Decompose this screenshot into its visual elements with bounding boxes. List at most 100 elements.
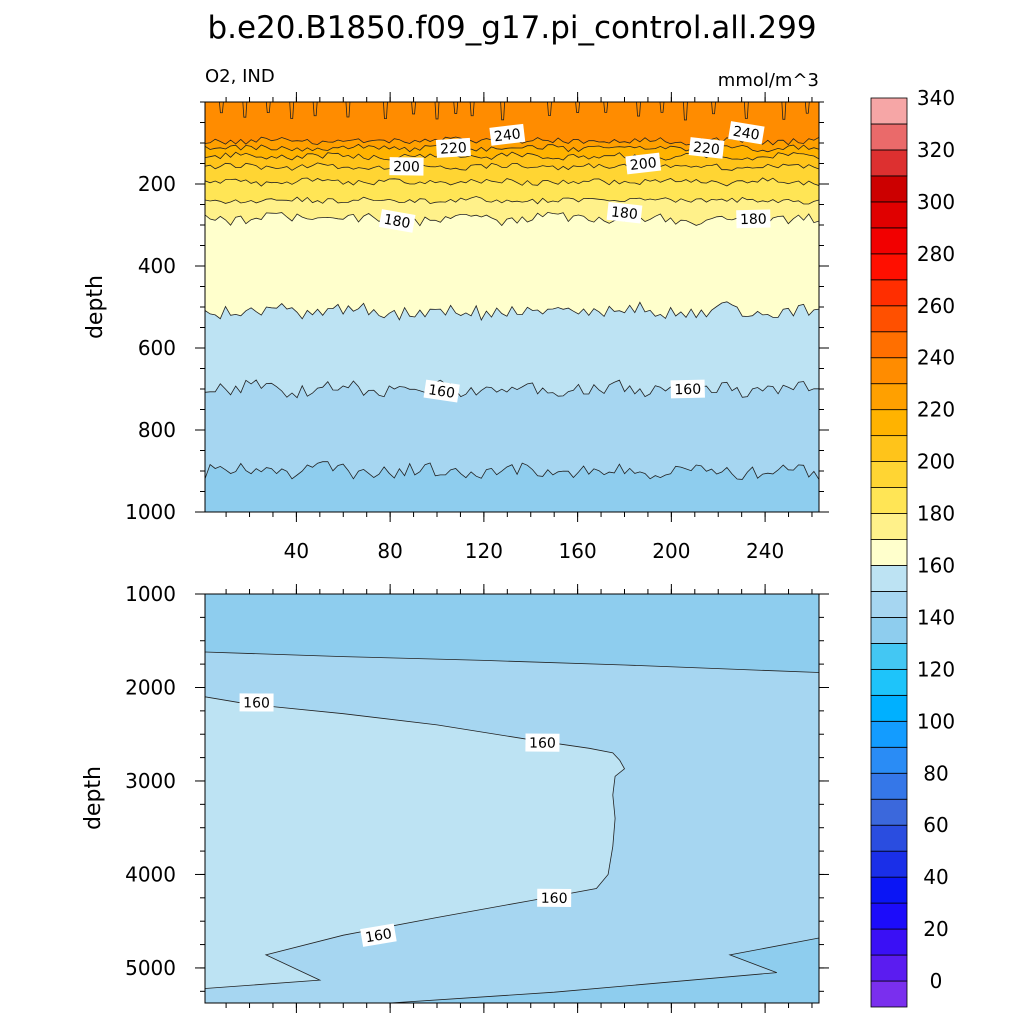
y-tick-label: 2000	[125, 675, 176, 699]
contour-label-bg	[736, 209, 771, 229]
colorbar-tick-label: 280	[917, 242, 955, 266]
colorbar-tick-label: 200	[917, 450, 955, 474]
colorbar-swatch	[870, 461, 908, 488]
x-tick-label: 80	[377, 539, 402, 563]
contour-label: 220	[440, 140, 468, 158]
contour-label: 200	[393, 159, 420, 175]
colorbar-tick-label: 40	[923, 865, 948, 889]
contour-label-bg	[239, 693, 274, 712]
contour-line	[683, 102, 688, 121]
contour-label-bg	[423, 379, 460, 403]
x-tick-label: 200	[652, 539, 690, 563]
figure-title: b.e20.B1850.f09_g17.pi_control.all.299	[207, 10, 816, 46]
x-tick-label: 40	[284, 539, 309, 563]
colorbar-swatch	[870, 902, 908, 930]
contour-label-bg	[606, 201, 643, 224]
contour-label-bg	[728, 121, 765, 145]
lower-y-axis-title: depth	[81, 766, 106, 830]
upper-y-axis-title: depth	[83, 275, 108, 339]
colorbar-swatch	[870, 824, 908, 852]
colorbar: 0 20 40 60 80 100 120 140 160 180 200 220 240 260 280 3…	[870, 86, 955, 1008]
x-tick-label: 120	[465, 539, 503, 563]
contour-label-bg	[537, 888, 572, 907]
contour-line	[265, 102, 271, 114]
contour-line	[743, 102, 749, 119]
x-tick-label: 160	[559, 539, 597, 563]
contour-label: 220	[692, 139, 720, 158]
contour-label: 240	[732, 124, 761, 144]
contour-line	[205, 379, 819, 399]
x-tick-label: 240	[746, 539, 784, 563]
contour-label-bg	[525, 733, 560, 752]
contour-line	[205, 461, 819, 480]
colorbar-tick-label: 180	[917, 502, 955, 526]
contour-line	[500, 102, 506, 121]
colorbar-swatch	[870, 201, 908, 229]
colorbar-swatch	[870, 643, 908, 670]
y-tick-label: 800	[138, 418, 176, 442]
contour-line	[781, 102, 787, 120]
colorbar-swatch	[870, 487, 908, 514]
contour-line	[804, 102, 810, 114]
colorbar-swatch	[870, 850, 908, 878]
contour-fill-region	[390, 938, 819, 1003]
colorbar-tick-label: 260	[917, 294, 955, 318]
contour-label-bg	[435, 137, 471, 158]
colorbar-swatch	[870, 954, 908, 982]
colorbar-swatch	[870, 565, 908, 592]
colorbar-tick-label: 20	[923, 917, 948, 941]
colorbar-swatch	[870, 591, 908, 618]
colorbar-tick-label: 220	[917, 398, 955, 422]
colorbar-swatch	[870, 694, 908, 722]
contour-label: 160	[674, 382, 701, 399]
colorbar-swatch	[870, 539, 908, 566]
colorbar-tick-label: 340	[917, 86, 955, 110]
colorbar-swatch	[870, 357, 908, 385]
colorbar-swatch	[870, 746, 908, 774]
contour-label-bg	[688, 137, 725, 159]
contour-line	[205, 211, 819, 227]
colorbar-swatch	[870, 253, 908, 281]
colorbar-swatch	[870, 772, 908, 800]
contour-label: 160	[541, 891, 568, 907]
contour-line	[219, 102, 224, 114]
colorbar-swatch	[870, 435, 908, 463]
colorbar-swatch	[870, 97, 908, 125]
contour-label-bg	[378, 209, 416, 233]
contour-line	[205, 196, 819, 205]
colorbar-swatch	[870, 279, 908, 307]
contour-line	[205, 651, 819, 673]
contour-label: 160	[529, 736, 556, 752]
contour-line	[711, 102, 716, 115]
y-tick-label: 5000	[125, 956, 176, 980]
colorbar-swatch	[870, 149, 908, 177]
contour-label: 180	[610, 204, 638, 223]
contour-line	[453, 102, 459, 114]
contour-line	[289, 102, 295, 119]
contour-line	[242, 102, 248, 118]
colorbar-swatch	[870, 513, 908, 540]
colorbar-swatch	[870, 305, 908, 333]
colorbar-swatch	[870, 123, 908, 151]
colorbar-swatch	[870, 617, 908, 644]
contour-label-bg	[389, 157, 424, 176]
colorbar-tick-label: 160	[917, 553, 955, 577]
colorbar-swatch	[870, 331, 908, 359]
contour-fill-band	[205, 102, 819, 145]
contour-line	[469, 102, 475, 117]
y-tick-label: 200	[138, 172, 176, 196]
contour-label-bg	[360, 923, 397, 947]
y-tick-label: 600	[138, 336, 176, 360]
colorbar-swatch	[870, 720, 908, 748]
colorbar-tick-label: 140	[917, 605, 955, 629]
colorbar-tick-label: 320	[917, 138, 955, 162]
contour-line	[390, 937, 819, 1003]
contour-label: 180	[382, 212, 411, 232]
lower-plot-frame	[204, 593, 820, 1004]
contour-line	[603, 102, 609, 113]
contour-line	[547, 102, 552, 116]
contour-line	[411, 102, 416, 115]
contour-line	[636, 102, 641, 117]
colorbar-tick-label: 80	[923, 761, 948, 785]
